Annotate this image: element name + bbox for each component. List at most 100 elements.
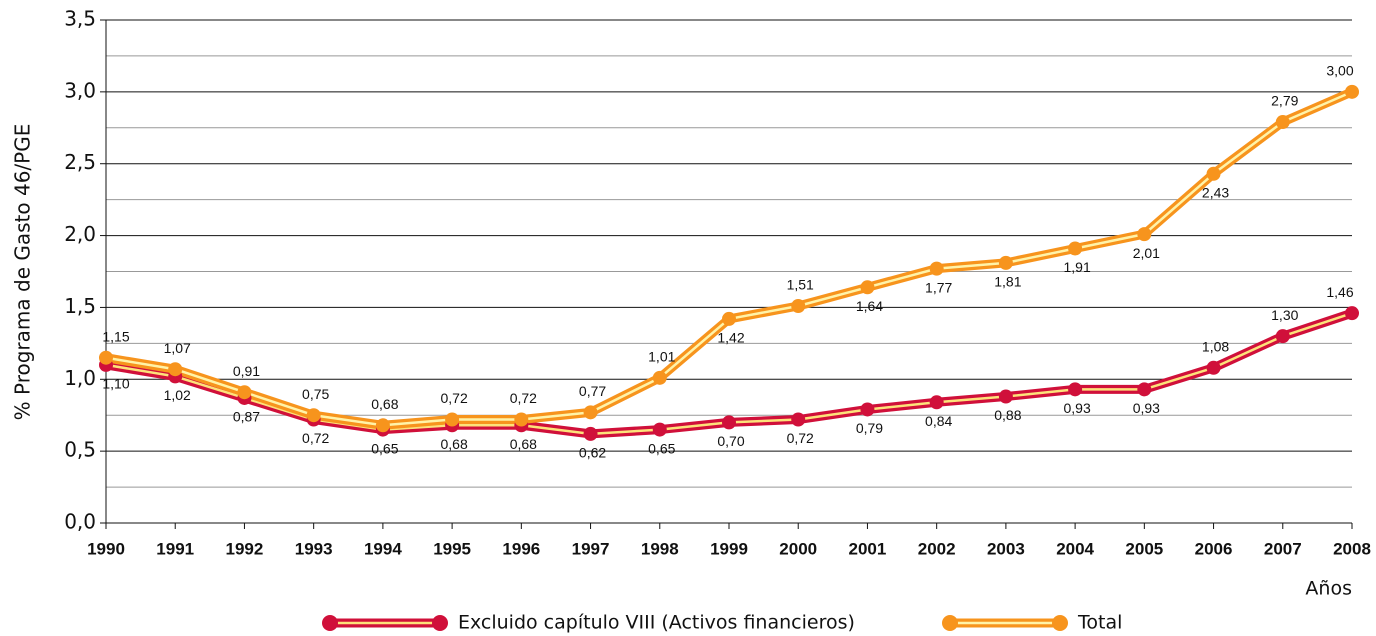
value-label: 1,77 bbox=[925, 279, 952, 295]
y-tick-label: 1,5 bbox=[64, 294, 96, 318]
x-tick-label: 2001 bbox=[849, 539, 887, 558]
x-tick-label: 2005 bbox=[1125, 539, 1163, 558]
value-label: 1,81 bbox=[994, 274, 1021, 290]
marker bbox=[652, 422, 667, 437]
y-tick-label: 2,0 bbox=[64, 222, 96, 246]
value-label: 1,10 bbox=[102, 376, 129, 392]
x-tick-label: 2003 bbox=[987, 539, 1025, 558]
value-label: 0,68 bbox=[371, 396, 398, 412]
series-line-inner bbox=[105, 90, 1353, 427]
marker bbox=[929, 395, 944, 410]
legend-marker bbox=[432, 615, 448, 631]
x-tick-label: 2004 bbox=[1056, 539, 1094, 558]
value-label: 0,91 bbox=[233, 363, 260, 379]
value-label: 0,72 bbox=[510, 390, 537, 406]
value-label: 0,72 bbox=[302, 430, 329, 446]
value-label: 1,42 bbox=[717, 330, 744, 346]
value-label: 0,77 bbox=[579, 383, 606, 399]
marker bbox=[375, 418, 390, 433]
value-label: 0,93 bbox=[1063, 400, 1090, 416]
value-label: 1,46 bbox=[1326, 284, 1353, 300]
marker bbox=[860, 280, 875, 295]
x-tick-label: 1990 bbox=[87, 539, 125, 558]
value-label: 0,68 bbox=[510, 436, 537, 452]
y-tick-label: 0,0 bbox=[64, 510, 96, 534]
marker bbox=[860, 402, 875, 417]
value-label: 0,65 bbox=[648, 440, 675, 456]
marker bbox=[1068, 382, 1083, 397]
x-tick-label: 2006 bbox=[1195, 539, 1233, 558]
value-label: 0,93 bbox=[1133, 400, 1160, 416]
value-label: 0,84 bbox=[925, 413, 952, 429]
value-label: 0,68 bbox=[440, 436, 467, 452]
marker bbox=[1345, 84, 1359, 99]
marker bbox=[1068, 241, 1083, 256]
y-tick-label: 3,0 bbox=[64, 78, 96, 102]
value-label: 1,15 bbox=[102, 328, 129, 344]
x-tick-label: 2002 bbox=[918, 539, 956, 558]
marker bbox=[583, 426, 598, 441]
value-label: 1,51 bbox=[787, 277, 814, 293]
marker bbox=[929, 261, 944, 276]
marker bbox=[998, 255, 1013, 270]
legend-label: Excluido capítulo VIII (Activos financie… bbox=[458, 612, 855, 634]
marker bbox=[652, 370, 667, 385]
value-label: 2,43 bbox=[1202, 184, 1229, 200]
value-label: 1,02 bbox=[164, 387, 191, 403]
legend-label: Total bbox=[1077, 612, 1122, 634]
marker bbox=[722, 415, 736, 430]
x-tick-label: 1994 bbox=[364, 539, 402, 558]
value-label: 1,91 bbox=[1063, 259, 1090, 275]
legend-marker bbox=[1052, 615, 1068, 631]
marker bbox=[514, 412, 529, 427]
value-label: 1,08 bbox=[1202, 338, 1229, 354]
marker bbox=[306, 408, 321, 423]
marker bbox=[1345, 306, 1359, 321]
value-label: 0,87 bbox=[233, 409, 260, 425]
marker bbox=[445, 412, 460, 427]
x-tick-label: 1992 bbox=[226, 539, 264, 558]
marker bbox=[1275, 329, 1290, 344]
value-label: 1,30 bbox=[1271, 307, 1298, 323]
x-tick-label: 1993 bbox=[295, 539, 333, 558]
marker bbox=[791, 298, 806, 313]
value-label: 1,64 bbox=[856, 298, 883, 314]
marker bbox=[99, 350, 113, 365]
marker bbox=[583, 405, 598, 420]
y-tick-label: 1,0 bbox=[64, 366, 96, 390]
value-label: 0,88 bbox=[994, 407, 1021, 423]
value-label: 2,01 bbox=[1133, 245, 1160, 261]
marker bbox=[791, 412, 806, 427]
legend-marker bbox=[322, 615, 338, 631]
value-label: 0,72 bbox=[440, 390, 467, 406]
marker bbox=[1137, 382, 1152, 397]
marker bbox=[1137, 227, 1152, 242]
y-tick-label: 0,5 bbox=[64, 438, 96, 462]
value-label: 0,62 bbox=[579, 445, 606, 461]
value-label: 1,01 bbox=[648, 349, 675, 365]
x-axis-label: Años bbox=[1305, 578, 1352, 600]
marker bbox=[168, 362, 183, 377]
legend-marker bbox=[942, 615, 958, 631]
marker bbox=[1275, 115, 1290, 130]
x-tick-label: 1991 bbox=[156, 539, 194, 558]
y-axis-label: % Programa de Gasto 46/PGE bbox=[11, 124, 35, 421]
marker bbox=[1206, 360, 1221, 375]
x-tick-label: 2000 bbox=[779, 539, 817, 558]
series-line bbox=[105, 87, 1354, 430]
value-label: 2,79 bbox=[1271, 93, 1298, 109]
x-tick-label: 1999 bbox=[710, 539, 748, 558]
value-label: 0,79 bbox=[856, 420, 883, 436]
x-tick-label: 1995 bbox=[433, 539, 471, 558]
value-label: 3,00 bbox=[1326, 63, 1353, 79]
marker bbox=[998, 389, 1013, 404]
x-tick-label: 1997 bbox=[572, 539, 610, 558]
value-label: 0,75 bbox=[302, 386, 329, 402]
x-tick-label: 2007 bbox=[1264, 539, 1302, 558]
value-label: 0,65 bbox=[371, 440, 398, 456]
value-label: 0,72 bbox=[787, 430, 814, 446]
x-tick-label: 2008 bbox=[1333, 539, 1371, 558]
marker bbox=[237, 385, 252, 400]
x-tick-label: 1998 bbox=[641, 539, 679, 558]
